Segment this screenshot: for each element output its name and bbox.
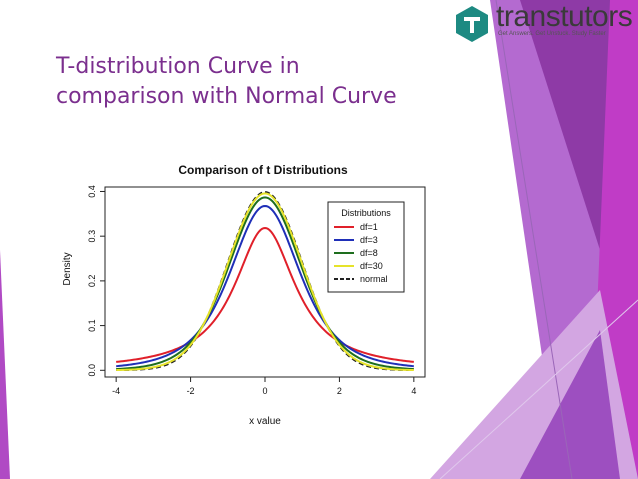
- slide-title-line-1: T-distribution Curve in: [56, 54, 300, 79]
- series-line-normal: [116, 191, 414, 372]
- x-tick-label: 0: [262, 386, 267, 396]
- series-line-df-8: [116, 196, 414, 371]
- x-tick-label: 4: [411, 386, 416, 396]
- series-line-df-3: [116, 204, 414, 368]
- legend: Distributions df=1 df=3 df=8 df=30 normal: [327, 201, 405, 293]
- series-line-df-30: [116, 192, 414, 372]
- legend-item: normal: [360, 274, 388, 284]
- x-tick-label: -4: [112, 386, 120, 396]
- y-tick-label: 0.3: [87, 230, 97, 243]
- logo-wordmark: transtutors: [496, 0, 633, 33]
- slide-title-line-2: comparison with Normal Curve: [56, 84, 397, 109]
- x-axis: -4 -2 0 2 4: [112, 377, 416, 396]
- logo: transtutors Get Answers. Get Unstuck. St…: [452, 0, 638, 46]
- logo-tagline: Get Answers. Get Unstuck. Study Faster: [498, 31, 606, 37]
- x-tick-label: -2: [187, 386, 195, 396]
- y-axis: 0.0 0.1 0.2 0.3 0.4: [87, 185, 105, 377]
- y-tick-label: 0.1: [87, 319, 97, 332]
- legend-item: df=8: [360, 248, 378, 258]
- density-curves: [116, 191, 414, 372]
- x-axis-label: x value: [249, 416, 281, 427]
- y-tick-label: 0.4: [87, 185, 97, 198]
- decor-line-2: [439, 299, 638, 479]
- chart-title: Comparison of t Distributions: [178, 163, 348, 177]
- legend-item: df=1: [360, 222, 378, 232]
- y-tick-label: 0.2: [87, 275, 97, 288]
- logo-mark-icon: [456, 6, 488, 42]
- y-axis-label: Density: [62, 252, 73, 285]
- legend-title: Distributions: [341, 208, 391, 218]
- legend-box: [327, 201, 405, 293]
- legend-item: df=30: [360, 261, 383, 271]
- decor-panel-mid: [520, 330, 620, 479]
- x-tick-label: 2: [337, 386, 342, 396]
- slide-title: T-distribution Curve in comparison with …: [56, 52, 476, 112]
- legend-item: df=3: [360, 235, 378, 245]
- y-tick-label: 0.0: [87, 364, 97, 377]
- decor-sliver-left: [0, 250, 10, 479]
- t-distribution-chart: Comparison of t Distributions x value De…: [60, 152, 430, 432]
- decor-line-1: [495, 0, 573, 479]
- series-line-df-1: [116, 226, 414, 363]
